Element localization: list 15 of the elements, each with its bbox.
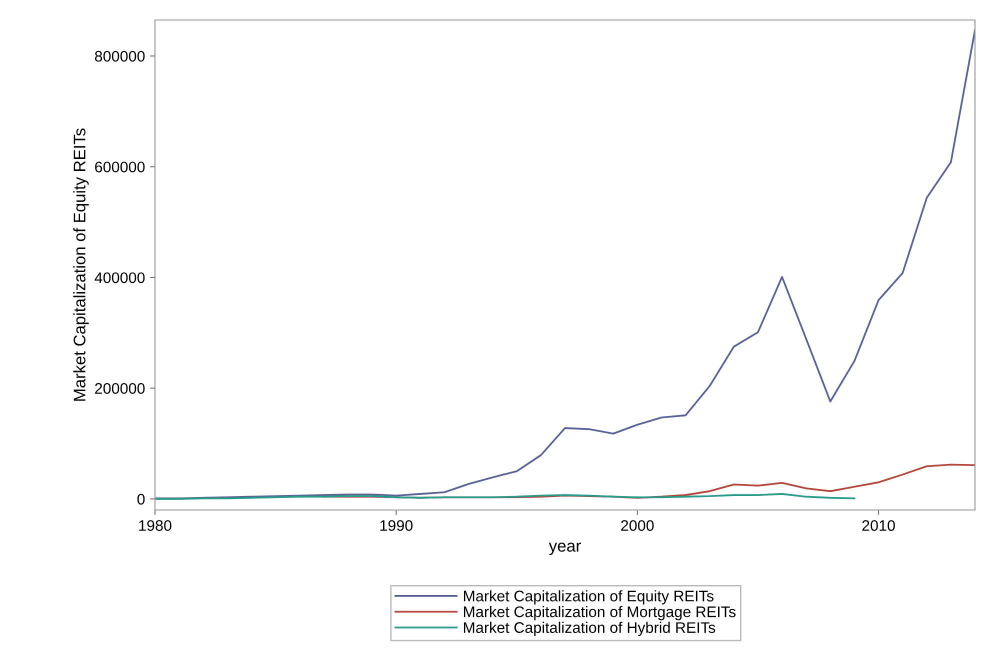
y-tick-label: 400000 [94, 272, 145, 284]
legend-label: Market Capitalization of Mortgage REITs [464, 606, 736, 620]
x-tick-label: 1990 [380, 520, 413, 531]
legend-label: Market Capitalization of Equity REITs [464, 590, 714, 604]
y-tick-label: 0 [137, 494, 145, 505]
y-tick-label: 600000 [95, 162, 145, 172]
y-tick-label: 800000 [94, 50, 145, 62]
y-axis-title: Market Capitalization of Equity REITs [73, 128, 89, 401]
x-tick-label: 2000 [621, 520, 654, 531]
x-tick-label: 2010 [862, 520, 895, 531]
legend-label: Market Capitalization of Hybrid REITs [464, 622, 716, 636]
y-tick-label: 200000 [95, 383, 145, 394]
x-tick-label: 1980 [139, 520, 172, 531]
x-axis-title: year [548, 542, 581, 556]
line-series [155, 29, 975, 500]
